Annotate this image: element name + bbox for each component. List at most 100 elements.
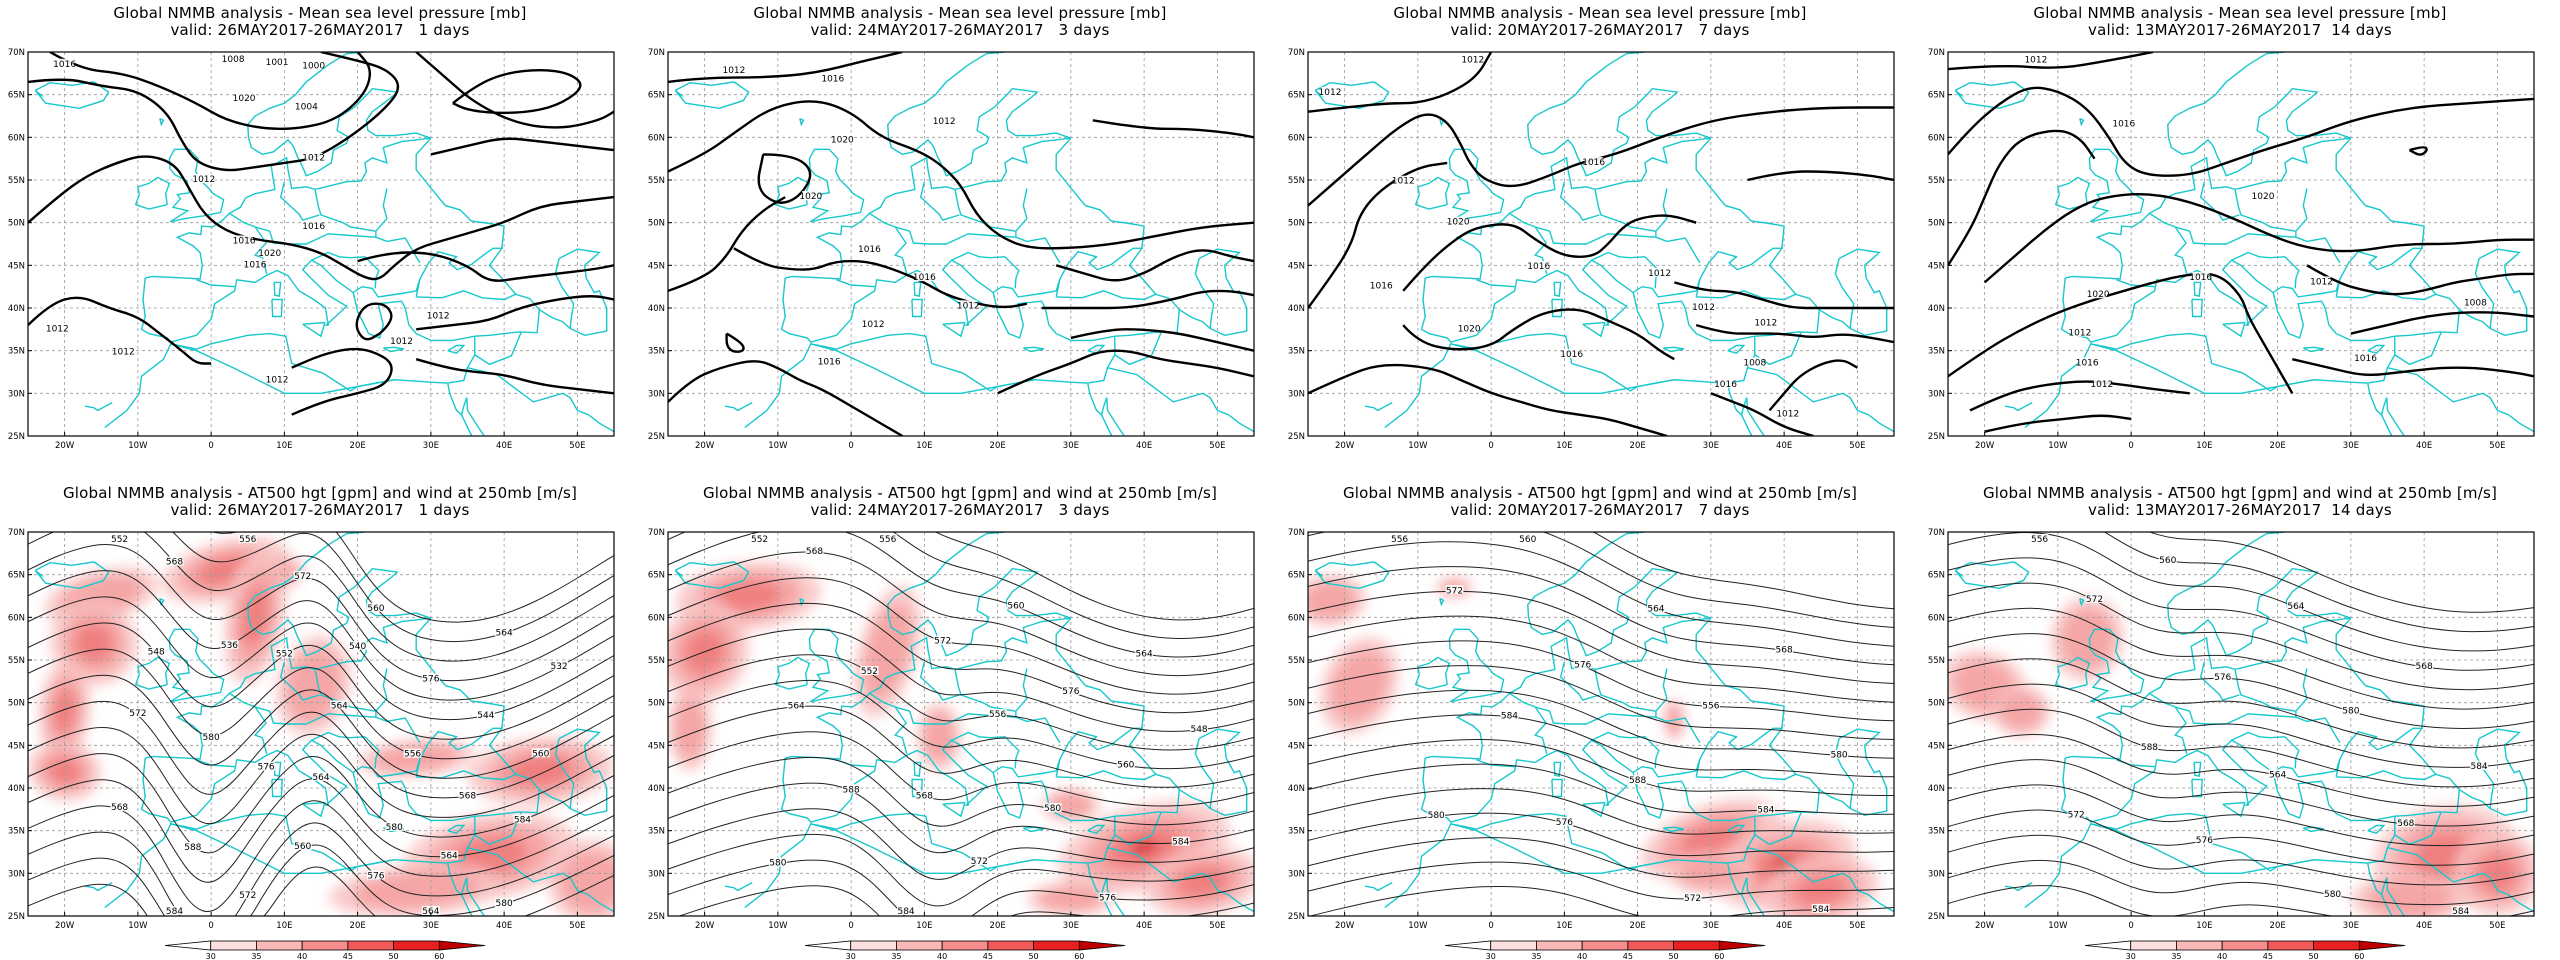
coastline bbox=[1663, 346, 1684, 353]
contour-label-bg bbox=[531, 748, 550, 758]
contour-label-bg bbox=[220, 639, 239, 649]
coastline bbox=[415, 137, 505, 249]
coastline bbox=[134, 656, 171, 690]
coastline bbox=[724, 402, 753, 412]
coastline bbox=[1842, 392, 1894, 433]
coastline bbox=[2367, 344, 2386, 354]
panel-subtitle: valid: 20MAY2017-26MAY2017 7 days bbox=[1450, 21, 1750, 39]
colorbar-label: 35 bbox=[1531, 952, 1541, 960]
isobar bbox=[1402, 214, 1697, 292]
coastline bbox=[2394, 332, 2442, 366]
lat-tick-label: 50N bbox=[8, 219, 25, 229]
coastline bbox=[1509, 692, 1548, 755]
coastline bbox=[942, 321, 966, 338]
height-contour bbox=[28, 648, 614, 760]
isobar bbox=[430, 137, 614, 156]
coastline bbox=[2303, 346, 2324, 353]
lat-tick-label: 70N bbox=[8, 48, 25, 58]
isobar bbox=[1948, 129, 2096, 266]
contour-label-bg bbox=[933, 635, 952, 645]
height-contours bbox=[1308, 532, 1894, 916]
contour-label: 1016 bbox=[2189, 273, 2212, 283]
coastline bbox=[104, 259, 476, 429]
contour-label-bg bbox=[495, 627, 514, 637]
height-contour bbox=[668, 679, 1254, 770]
contour-label-bg bbox=[513, 814, 532, 824]
jet-shading bbox=[1308, 574, 1879, 916]
coastline bbox=[2335, 137, 2425, 249]
jet-core bbox=[2000, 692, 2043, 730]
coastline bbox=[2024, 739, 2396, 909]
isobar bbox=[415, 52, 614, 129]
lat-tick-label: 45N bbox=[1928, 261, 1945, 271]
colorbar-swatch bbox=[2176, 940, 2223, 951]
coastline bbox=[1534, 226, 1701, 264]
contour-label-bg bbox=[304, 152, 323, 162]
contour-label-bg bbox=[1555, 816, 1574, 826]
coastline bbox=[375, 188, 388, 238]
contour-label-bg bbox=[1650, 267, 1669, 277]
coastline bbox=[1178, 309, 1211, 330]
contour-label: 1016 bbox=[818, 358, 841, 368]
lon-tick-label: 20W bbox=[1335, 441, 1355, 451]
contour-label-bg bbox=[805, 545, 824, 555]
height-contour bbox=[1948, 834, 2534, 886]
coastline bbox=[134, 176, 171, 210]
lon-tick-label: 20E bbox=[350, 921, 366, 931]
height-contour bbox=[172, 532, 614, 643]
lon-tick-label: 40E bbox=[496, 441, 512, 451]
height-contour bbox=[1948, 532, 2534, 652]
height-contour bbox=[28, 800, 614, 913]
isobar bbox=[1969, 380, 2190, 412]
height-contour bbox=[1308, 861, 1894, 900]
contour-label-bg bbox=[165, 906, 184, 915]
isobar bbox=[2292, 358, 2534, 378]
lon-tick-label: 20W bbox=[1335, 921, 1355, 931]
isobar bbox=[2408, 146, 2428, 156]
coastline bbox=[562, 872, 614, 913]
coastline bbox=[84, 882, 113, 892]
coastline bbox=[2295, 188, 2308, 238]
isobar bbox=[668, 52, 903, 84]
coastline bbox=[1314, 569, 1324, 577]
coastline bbox=[273, 761, 282, 777]
coastline bbox=[447, 862, 473, 916]
isobar bbox=[1055, 249, 1254, 282]
coastline bbox=[951, 251, 1020, 289]
height-contour bbox=[28, 544, 614, 682]
contour-label: 1012 bbox=[2310, 277, 2333, 287]
panel-subtitle: valid: 13MAY2017-26MAY2017 14 days bbox=[2088, 21, 2392, 39]
coastline bbox=[1439, 597, 1445, 607]
height-contour bbox=[668, 808, 1254, 880]
contour-label-bg bbox=[724, 64, 743, 74]
contour-label-bg bbox=[1756, 804, 1775, 814]
contour-label-bg bbox=[820, 356, 839, 366]
lat-tick-label: 65N bbox=[648, 91, 665, 101]
contour-label: 1016 bbox=[53, 60, 76, 70]
lat-tick-label: 45N bbox=[8, 261, 25, 271]
coastline bbox=[1534, 706, 1701, 744]
lat-tick-label: 40N bbox=[1288, 304, 1305, 314]
contour-label: 548 bbox=[148, 648, 165, 658]
contour-label-bg bbox=[2253, 191, 2272, 201]
coastline bbox=[1591, 731, 1660, 769]
coastline bbox=[1695, 137, 1785, 249]
height-contour bbox=[1308, 714, 1894, 778]
coastline bbox=[1632, 758, 1701, 778]
coastline bbox=[1842, 872, 1894, 913]
contour-label-bg bbox=[2114, 118, 2133, 128]
contour-label: 584 bbox=[1172, 838, 1189, 848]
lat-tick-label: 40N bbox=[1928, 784, 1945, 794]
lat-tick-label: 70N bbox=[1288, 48, 1305, 58]
coastline bbox=[311, 251, 380, 289]
contour-label-bg bbox=[2286, 600, 2305, 610]
lat-tick-label: 65N bbox=[8, 571, 25, 581]
lat-tick-label: 55N bbox=[648, 656, 665, 666]
height-contour bbox=[28, 674, 614, 779]
lon-tick-label: 20W bbox=[55, 441, 75, 451]
contour-label: 548 bbox=[1190, 725, 1207, 735]
colorbar-swatch bbox=[804, 940, 852, 951]
coastline bbox=[1754, 812, 1802, 846]
lon-tick-label: 20E bbox=[1630, 921, 1646, 931]
lon-tick-label: 20E bbox=[1630, 441, 1646, 451]
